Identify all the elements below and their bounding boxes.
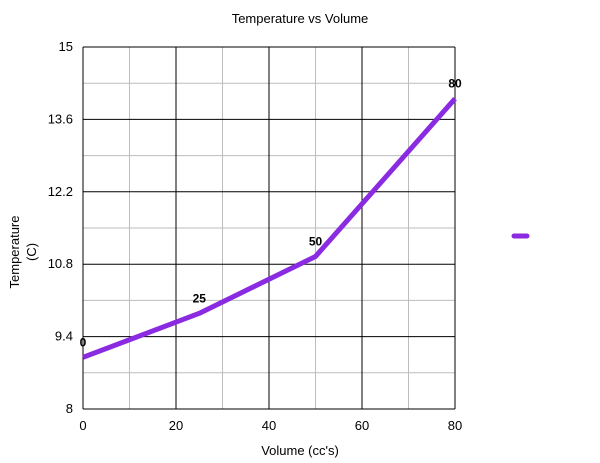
- chart-title: Temperature vs Volume: [232, 11, 369, 26]
- y-tick-label: 13.6: [48, 111, 73, 126]
- y-tick-label: 10.8: [48, 256, 73, 271]
- y-tick-label: 9.4: [55, 329, 73, 344]
- x-tick-label: 20: [169, 418, 183, 433]
- y-tick-label: 15: [59, 39, 73, 54]
- y-tick-label: 8: [66, 401, 73, 416]
- data-point-label: 0: [80, 335, 87, 349]
- y-axis-title-line-1: Temperature: [7, 216, 22, 289]
- x-axis-title: Volume (cc's): [261, 443, 339, 458]
- data-point-label: 80: [448, 77, 462, 91]
- series: 0 25 50 80: [80, 77, 462, 360]
- x-tick-label: 40: [262, 418, 276, 433]
- x-tick-label: 60: [355, 418, 369, 433]
- x-tick-label: 0: [79, 418, 86, 433]
- y-tick-label: 12.2: [48, 184, 73, 199]
- data-point-label: 50: [309, 234, 323, 248]
- data-point-label: 25: [193, 291, 207, 305]
- grid: [82, 46, 456, 410]
- x-tick-label: 80: [448, 418, 462, 433]
- series-line: [82, 97, 457, 360]
- tick-labels: 0 20 40 60 80 8 9.4 10.8 12.2 13.6 15: [48, 39, 463, 433]
- y-axis-title-line-2: (C): [24, 243, 39, 261]
- y-axis-title: Temperature (C): [7, 216, 39, 289]
